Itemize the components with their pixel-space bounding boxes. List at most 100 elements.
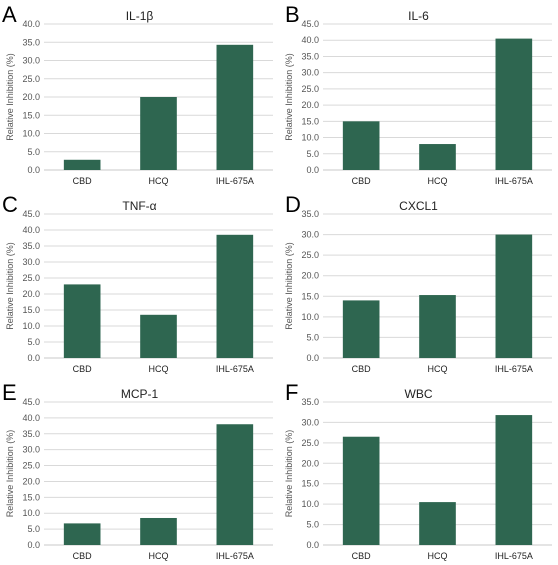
y-tick-label: 5.0 [306, 332, 319, 342]
panel-e: E MCP-1 Relative Inhibition (%) 0.0 5.0 10.… [0, 378, 279, 565]
y-tick-label: 5.0 [27, 524, 40, 534]
y-tick-label: 15.0 [22, 305, 40, 315]
y-tick-label: 0.0 [306, 165, 319, 175]
y-tick-label: 0.0 [306, 540, 319, 550]
y-tick-label: 35.0 [301, 397, 319, 407]
y-tick-label: 40.0 [22, 19, 40, 29]
y-axis-label: Relative Inhibition (%) [5, 242, 15, 330]
bar [140, 517, 177, 545]
panel-f: F WBC Relative Inhibition (%) 0.0 5.0 10.0 1… [279, 378, 558, 565]
y-tick-label: 15.0 [22, 110, 40, 120]
y-tick-label: 30.0 [22, 257, 40, 267]
bar [495, 38, 533, 170]
y-tick-label: 15.0 [22, 492, 40, 502]
bar [140, 97, 177, 170]
bar [63, 523, 101, 545]
y-tick-label: 35.0 [22, 37, 40, 47]
x-tick-label: CBD [73, 364, 93, 374]
panel-letter: C [2, 192, 18, 217]
y-tick-label: 15.0 [301, 479, 319, 489]
bar [495, 415, 533, 545]
y-tick-label: 15.0 [301, 116, 319, 126]
y-tick-label: 0.0 [27, 353, 40, 363]
y-tick-label: 30.0 [22, 56, 40, 66]
chart-svg: Relative Inhibition (%) 0.0 5.0 10.0 15.0 20.… [5, 209, 273, 374]
y-tick-label: 40.0 [301, 35, 319, 45]
y-tick-label: 25.0 [22, 461, 40, 471]
bar [419, 502, 456, 545]
panel-letter: A [2, 2, 17, 27]
panel-letter: D [285, 192, 301, 217]
bar [419, 295, 456, 358]
chart-svg: Relative Inhibition (%) 0.0 5.0 10.0 15.0 20.… [284, 19, 552, 186]
y-tick-label: 0.0 [27, 540, 40, 550]
y-axis-label: Relative Inhibition (%) [5, 430, 15, 518]
y-tick-label: 35.0 [22, 429, 40, 439]
bar [495, 234, 533, 358]
panel-letter: F [285, 380, 299, 405]
x-tick-label: CBD [352, 551, 372, 561]
y-tick-label: 10.0 [22, 508, 40, 518]
chart-title: CXCL1 [399, 199, 438, 213]
y-tick-label: 5.0 [27, 337, 40, 347]
x-tick-label: HCQ [428, 364, 448, 374]
bar [63, 284, 101, 358]
bar [216, 424, 254, 545]
bar [140, 314, 177, 358]
x-tick-label: CBD [73, 176, 93, 186]
y-tick-label: 35.0 [301, 51, 319, 61]
x-tick-label: IHL-675A [216, 551, 254, 561]
y-tick-label: 20.0 [301, 100, 319, 110]
y-tick-label: 45.0 [22, 397, 40, 407]
y-tick-label: 30.0 [301, 417, 319, 427]
x-tick-label: IHL-675A [216, 176, 254, 186]
x-tick-label: HCQ [428, 551, 448, 561]
y-tick-label: 5.0 [27, 147, 40, 157]
y-tick-label: 30.0 [301, 230, 319, 240]
panel-letter: E [2, 380, 17, 405]
y-axis-label: Relative Inhibition (%) [5, 53, 15, 141]
x-tick-label: HCQ [428, 176, 448, 186]
x-tick-label: HCQ [149, 176, 169, 186]
y-tick-label: 5.0 [306, 520, 319, 530]
y-tick-label: 30.0 [301, 68, 319, 78]
chart-svg: Relative Inhibition (%) 0.0 5.0 10.0 15.0 20.… [5, 397, 273, 561]
y-tick-label: 10.0 [301, 312, 319, 322]
y-tick-label: 25.0 [301, 438, 319, 448]
x-tick-label: IHL-675A [495, 364, 533, 374]
y-tick-label: 45.0 [22, 209, 40, 219]
panel-a: A IL-1β Relative Inhibition (%) 0.0 5.0 10.… [0, 0, 279, 190]
y-axis-label: Relative Inhibition (%) [284, 242, 294, 330]
y-tick-label: 20.0 [301, 271, 319, 281]
bar [342, 436, 380, 545]
y-axis-label: Relative Inhibition (%) [284, 430, 294, 518]
panel-d: D CXCL1 Relative Inhibition (%) 0.0 5.0 10.… [279, 190, 558, 378]
panel-b: B IL-6 Relative Inhibition (%) 0.0 5.0 10.0… [279, 0, 558, 190]
y-tick-label: 30.0 [22, 445, 40, 455]
x-tick-label: CBD [352, 176, 372, 186]
chart-title: MCP-1 [120, 387, 159, 401]
x-tick-label: HCQ [149, 551, 169, 561]
chart-svg: Relative Inhibition (%) 0.0 5.0 10.0 15.0 20.… [284, 209, 552, 374]
y-tick-label: 25.0 [301, 84, 319, 94]
chart-title: IL-1β [125, 9, 154, 23]
chart-title: IL-6 [408, 9, 429, 23]
y-axis-label: Relative Inhibition (%) [284, 53, 294, 141]
y-tick-label: 10.0 [22, 129, 40, 139]
y-tick-label: 20.0 [22, 476, 40, 486]
y-tick-label: 20.0 [22, 92, 40, 102]
bar [419, 144, 456, 170]
y-tick-label: 0.0 [27, 165, 40, 175]
x-tick-label: CBD [352, 364, 372, 374]
chart-title: TNF-α [122, 199, 157, 213]
y-tick-label: 5.0 [306, 149, 319, 159]
y-tick-label: 10.0 [301, 499, 319, 509]
chart-svg: Relative Inhibition (%) 0.0 5.0 10.0 15.0 20.… [5, 19, 273, 186]
bar [342, 121, 380, 170]
y-tick-label: 25.0 [22, 273, 40, 283]
y-tick-label: 35.0 [22, 241, 40, 251]
x-tick-label: HCQ [149, 364, 169, 374]
bar [216, 44, 254, 170]
y-tick-label: 15.0 [301, 291, 319, 301]
